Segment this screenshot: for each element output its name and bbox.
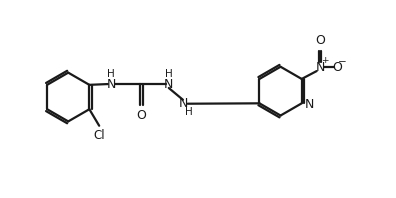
Text: O: O xyxy=(316,34,326,48)
Text: +: + xyxy=(322,56,329,65)
Text: N: N xyxy=(106,78,116,90)
Text: O: O xyxy=(332,61,342,74)
Text: N: N xyxy=(179,97,188,110)
Text: O: O xyxy=(136,109,146,122)
Text: H: H xyxy=(185,107,193,117)
Text: −: − xyxy=(338,57,347,67)
Text: N: N xyxy=(164,78,173,90)
Text: H: H xyxy=(107,69,115,79)
Text: H: H xyxy=(165,69,173,79)
Text: N: N xyxy=(316,61,325,74)
Text: Cl: Cl xyxy=(94,129,105,142)
Text: N: N xyxy=(305,98,314,111)
